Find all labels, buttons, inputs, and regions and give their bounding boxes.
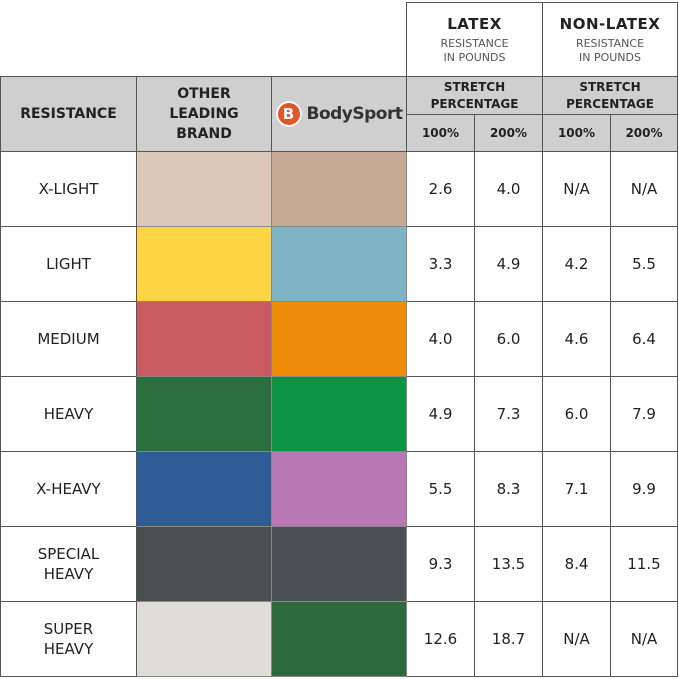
latex-group-header: LATEX RESISTANCE IN POUNDS <box>406 2 543 77</box>
other-brand-swatch <box>136 376 272 452</box>
table-row: X-LIGHT 2.6 4.0 N/A N/A <box>0 151 678 227</box>
latex-200-header: 200% <box>474 114 543 152</box>
nonlatex-200-header: 200% <box>610 114 678 152</box>
latex-200-value: 13.5 <box>474 526 543 602</box>
resistance-level: LIGHT <box>0 226 137 302</box>
resistance-level: X-LIGHT <box>0 151 137 227</box>
other-brand-swatch <box>136 451 272 527</box>
bodysport-swatch <box>271 376 407 452</box>
nonlatex-200-value: 7.9 <box>610 376 678 452</box>
resistance-level: X-HEAVY <box>0 451 137 527</box>
nonlatex-100-value: N/A <box>542 151 611 227</box>
nonlatex-100-value: 4.2 <box>542 226 611 302</box>
latex-100-value: 9.3 <box>406 526 475 602</box>
latex-100-value: 5.5 <box>406 451 475 527</box>
bodysport-swatch <box>271 451 407 527</box>
group-title: NON-LATEX <box>559 14 661 33</box>
other-brand-swatch <box>136 601 272 677</box>
bodysport-swatch <box>271 151 407 227</box>
resistance-level: SUPER HEAVY <box>0 601 137 677</box>
nonlatex-100-header: 100% <box>542 114 611 152</box>
nonlatex-200-value: N/A <box>610 151 678 227</box>
nonlatex-100-value: 7.1 <box>542 451 611 527</box>
bodysport-logo-header: B BodySport <box>271 76 407 152</box>
resistance-level: HEAVY <box>0 376 137 452</box>
latex-200-value: 18.7 <box>474 601 543 677</box>
table-row: SPECIAL HEAVY 9.3 13.5 8.4 11.5 <box>0 526 678 602</box>
latex-200-value: 7.3 <box>474 376 543 452</box>
latex-100-value: 3.3 <box>406 226 475 302</box>
nonlatex-200-value: 6.4 <box>610 301 678 377</box>
latex-100-value: 4.0 <box>406 301 475 377</box>
nonlatex-200-value: 11.5 <box>610 526 678 602</box>
nonlatex-200-value: N/A <box>610 601 678 677</box>
other-brand-swatch <box>136 526 272 602</box>
resistance-header: RESISTANCE <box>0 76 137 152</box>
latex-100-value: 12.6 <box>406 601 475 677</box>
other-brand-swatch <box>136 151 272 227</box>
group-title: LATEX <box>447 14 502 33</box>
other-brand-swatch <box>136 226 272 302</box>
table-row: X-HEAVY 5.5 8.3 7.1 9.9 <box>0 451 678 527</box>
other-brand-header: OTHER LEADING BRAND <box>136 76 272 152</box>
blank-corner <box>0 2 407 77</box>
group-sub: RESISTANCE IN POUNDS <box>575 36 645 64</box>
nonlatex-group-header: NON-LATEX RESISTANCE IN POUNDS <box>542 2 678 77</box>
nonlatex-100-value: 6.0 <box>542 376 611 452</box>
latex-200-value: 4.9 <box>474 226 543 302</box>
bodysport-logo-icon: B <box>275 101 302 127</box>
nonlatex-stretch-header: STRETCH PERCENTAGE <box>542 76 678 115</box>
latex-100-header: 100% <box>406 114 475 152</box>
bodysport-swatch <box>271 226 407 302</box>
nonlatex-100-value: N/A <box>542 601 611 677</box>
latex-stretch-header: STRETCH PERCENTAGE <box>406 76 543 115</box>
latex-200-value: 8.3 <box>474 451 543 527</box>
table-row: LIGHT 3.3 4.9 4.2 5.5 <box>0 226 678 302</box>
nonlatex-100-value: 4.6 <box>542 301 611 377</box>
group-sub: RESISTANCE IN POUNDS <box>440 36 509 64</box>
latex-200-value: 6.0 <box>474 301 543 377</box>
bodysport-swatch <box>271 301 407 377</box>
resistance-level: SPECIAL HEAVY <box>0 526 137 602</box>
nonlatex-200-value: 9.9 <box>610 451 678 527</box>
latex-100-value: 2.6 <box>406 151 475 227</box>
other-brand-swatch <box>136 301 272 377</box>
latex-200-value: 4.0 <box>474 151 543 227</box>
nonlatex-100-value: 8.4 <box>542 526 611 602</box>
nonlatex-200-value: 5.5 <box>610 226 678 302</box>
resistance-level: MEDIUM <box>0 301 137 377</box>
latex-100-value: 4.9 <box>406 376 475 452</box>
bodysport-wordmark: BodySport <box>306 104 404 124</box>
table-row: HEAVY 4.9 7.3 6.0 7.9 <box>0 376 678 452</box>
bodysport-swatch <box>271 601 407 677</box>
table-row: SUPER HEAVY 12.6 18.7 N/A N/A <box>0 601 678 677</box>
table-row: MEDIUM 4.0 6.0 4.6 6.4 <box>0 301 678 377</box>
bodysport-swatch <box>271 526 407 602</box>
